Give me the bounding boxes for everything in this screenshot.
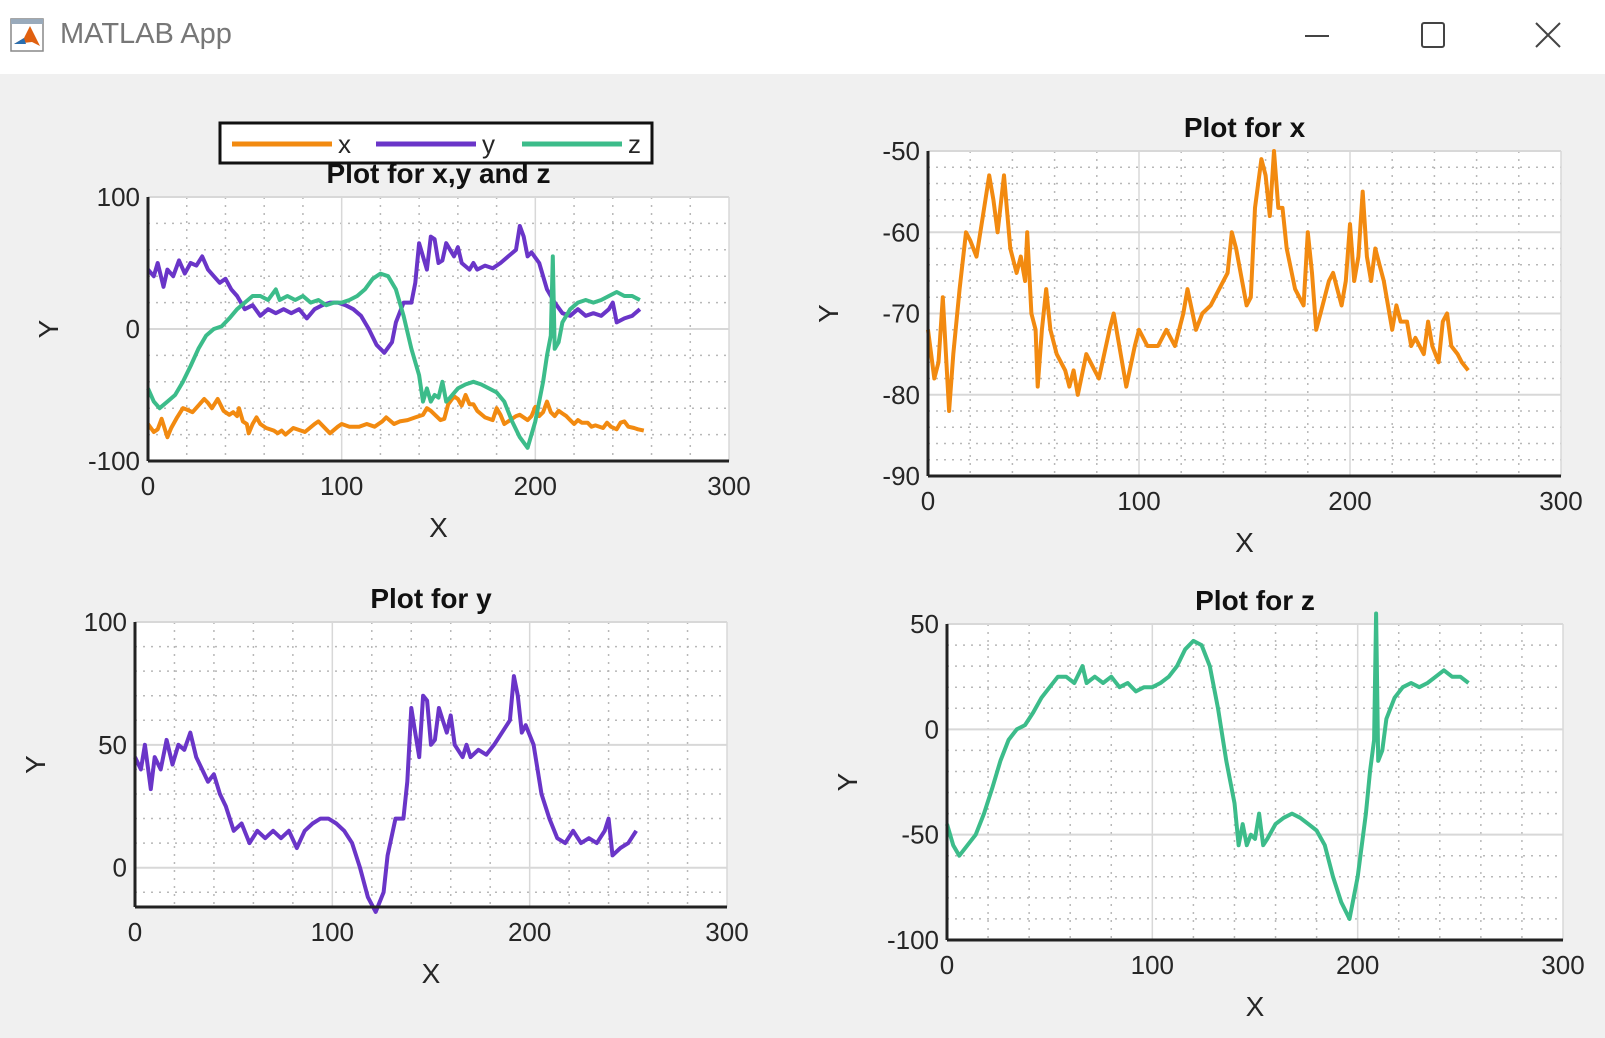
x-tick-label: 200: [1336, 950, 1379, 980]
minimize-button[interactable]: [1287, 14, 1347, 58]
x-axis-label: X: [1235, 527, 1254, 558]
maximize-icon: [1421, 22, 1445, 48]
legend-label-z: z: [628, 129, 641, 159]
x-tick-label: 200: [1328, 486, 1371, 516]
x-axis-label: X: [429, 512, 448, 543]
series-line-x: [146, 393, 645, 440]
y-tick-label: 0: [126, 314, 140, 344]
y-tick-label: -50: [901, 820, 939, 850]
y-tick-label: 0: [925, 714, 939, 744]
y-tick-label: 50: [910, 609, 939, 639]
y-tick-label: -80: [882, 380, 920, 410]
minimize-icon: [1305, 35, 1329, 37]
series-line-y: [146, 224, 642, 355]
matlab-logo-icon: [10, 18, 44, 52]
series-line-y: [133, 674, 638, 914]
y-axis-label: Y: [20, 755, 51, 774]
y-tick-label: -70: [882, 299, 920, 329]
title-bar: MATLAB App: [0, 0, 1605, 74]
series-line-z: [945, 611, 1470, 921]
axes-3: 0 100 200 300 0 50 100 Plot for y X Y: [20, 583, 749, 989]
x-tick-label: 200: [514, 471, 557, 501]
y-tick-label: -100: [88, 446, 140, 476]
x-tick-label: 0: [940, 950, 954, 980]
y-tick-label: -90: [882, 461, 920, 491]
window-title: MATLAB App: [60, 18, 232, 50]
x-tick-label: 300: [1541, 950, 1584, 980]
y-tick-label: -50: [882, 136, 920, 166]
legend: x y z: [218, 121, 654, 165]
x-tick-label: 300: [1539, 486, 1582, 516]
y-axis-label: Y: [33, 319, 64, 338]
x-axis-label: X: [1246, 991, 1265, 1022]
legend-label-x: x: [338, 129, 351, 159]
x-tick-label: 300: [705, 917, 748, 947]
x-tick-label: 200: [508, 917, 551, 947]
series-line-x: [926, 149, 1470, 413]
x-tick-label: 100: [320, 471, 363, 501]
y-axis-label: Y: [813, 304, 844, 323]
maximize-button[interactable]: [1403, 14, 1463, 58]
y-tick-label: 100: [84, 607, 127, 637]
plot-area: [947, 624, 1563, 940]
series-line-z: [146, 254, 641, 450]
x-tick-label: 100: [1131, 950, 1174, 980]
plot-area: [135, 622, 727, 907]
x-tick-label: 0: [921, 486, 935, 516]
x-axis-label: X: [422, 958, 441, 989]
y-tick-label: -100: [887, 925, 939, 955]
chart-title: Plot for z: [1195, 585, 1315, 616]
y-tick-label: 0: [113, 853, 127, 883]
y-axis-label: Y: [832, 772, 863, 791]
y-tick-label: -60: [882, 217, 920, 247]
axes-2: 0 100 200 300 -90 -80 -70 -60 -50 Plot for x X Y: [813, 112, 1583, 558]
chart-title: Plot for y: [370, 583, 492, 614]
chart-title: Plot for x: [1184, 112, 1306, 143]
close-button[interactable]: [1519, 14, 1579, 58]
legend-label-y: y: [482, 129, 495, 159]
x-tick-label: 100: [1117, 486, 1160, 516]
x-tick-label: 300: [707, 471, 750, 501]
x-tick-label: 100: [311, 917, 354, 947]
x-tick-label: 0: [128, 917, 142, 947]
y-tick-label: 50: [98, 730, 127, 760]
x-tick-label: 0: [141, 471, 155, 501]
y-tick-label: 100: [97, 182, 140, 212]
axes-4: 0 100 200 300 -100 -50 0 50 Plot for z X Y: [832, 585, 1585, 1022]
close-icon: [1535, 22, 1561, 48]
